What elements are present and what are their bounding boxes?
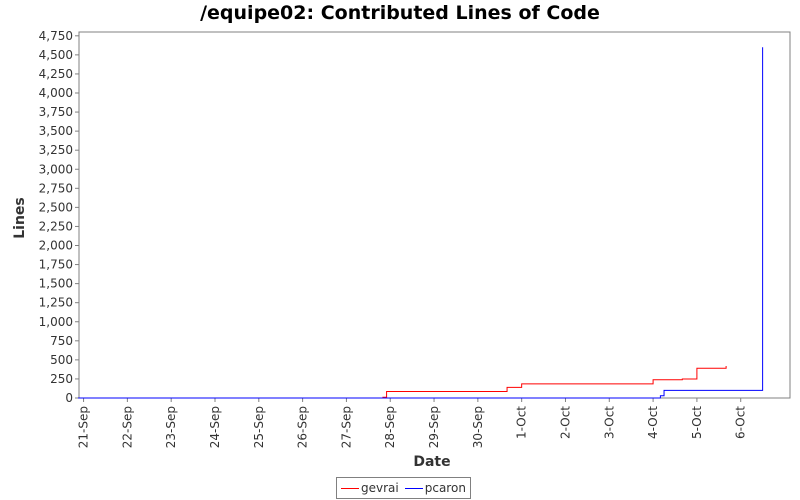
y-tick-label: 3,750 xyxy=(39,105,73,119)
x-axis: 21-Sep 22-Sep 23-Sep 24-Sep 25-Sep 26-Sep 27-S… xyxy=(77,398,748,448)
series-line-pcaron xyxy=(78,47,764,399)
y-tick-label: 0 xyxy=(65,391,73,405)
x-tick-label: 29-Sep xyxy=(427,406,441,448)
legend-swatch xyxy=(341,487,359,489)
x-tick-label: 25-Sep xyxy=(252,406,266,448)
x-tick-label: 30-Sep xyxy=(471,406,485,448)
y-axis-label: Lines xyxy=(12,197,28,239)
plot-area xyxy=(78,31,791,399)
y-tick-label: 2,250 xyxy=(39,219,73,233)
x-tick-label: 21-Sep xyxy=(77,406,91,448)
y-tick-label: 3,000 xyxy=(39,162,73,176)
y-tick-label: 4,750 xyxy=(39,29,73,43)
y-tick-label: 1,750 xyxy=(39,258,73,272)
y-tick-label: 2,750 xyxy=(39,181,73,195)
y-tick-label: 4,000 xyxy=(39,86,73,100)
y-tick-label: 750 xyxy=(50,334,73,348)
y-tick-label: 2,000 xyxy=(39,239,73,253)
legend-label: gevrai xyxy=(361,481,399,495)
y-tick-label: 3,500 xyxy=(39,124,73,138)
x-tick-label: 1-Oct xyxy=(515,406,529,439)
x-tick-label: 26-Sep xyxy=(296,406,310,448)
x-tick-label: 22-Sep xyxy=(120,406,134,448)
series-layer xyxy=(78,47,764,399)
x-tick-label: 23-Sep xyxy=(164,406,178,448)
legend-item-gevrai: gevrai xyxy=(341,481,399,495)
x-tick-label: 6-Oct xyxy=(734,406,748,439)
y-tick-label: 1,000 xyxy=(39,315,73,329)
x-tick-label: 27-Sep xyxy=(339,406,353,448)
y-tick-label: 1,500 xyxy=(39,277,73,291)
y-tick-label: 4,250 xyxy=(39,67,73,81)
y-tick-label: 4,500 xyxy=(39,48,73,62)
x-tick-label: 24-Sep xyxy=(208,406,222,448)
legend-item-pcaron: pcaron xyxy=(404,481,466,495)
chart-title: /equipe02: Contributed Lines of Code xyxy=(200,2,600,24)
y-tick-label: 500 xyxy=(50,353,73,367)
x-tick-label: 4-Oct xyxy=(646,406,660,439)
x-axis-label: Date xyxy=(413,454,450,470)
series-line-gevrai xyxy=(379,365,727,399)
y-axis: 0 250 500 750 1,000 1,250 1,500 1,750 2,000 2,250… xyxy=(39,29,79,405)
y-tick-label: 2,500 xyxy=(39,200,73,214)
x-tick-label: 3-Oct xyxy=(602,406,616,439)
x-tick-label: 5-Oct xyxy=(690,406,704,439)
legend-swatch xyxy=(404,487,423,489)
y-tick-label: 1,250 xyxy=(39,296,73,310)
legend-label: pcaron xyxy=(424,481,466,495)
y-tick-label: 250 xyxy=(50,372,73,386)
legend: gevrai pcaron xyxy=(336,477,471,499)
x-tick-label: 2-Oct xyxy=(558,406,572,439)
x-tick-label: 28-Sep xyxy=(383,406,397,448)
y-tick-label: 3,250 xyxy=(39,143,73,157)
